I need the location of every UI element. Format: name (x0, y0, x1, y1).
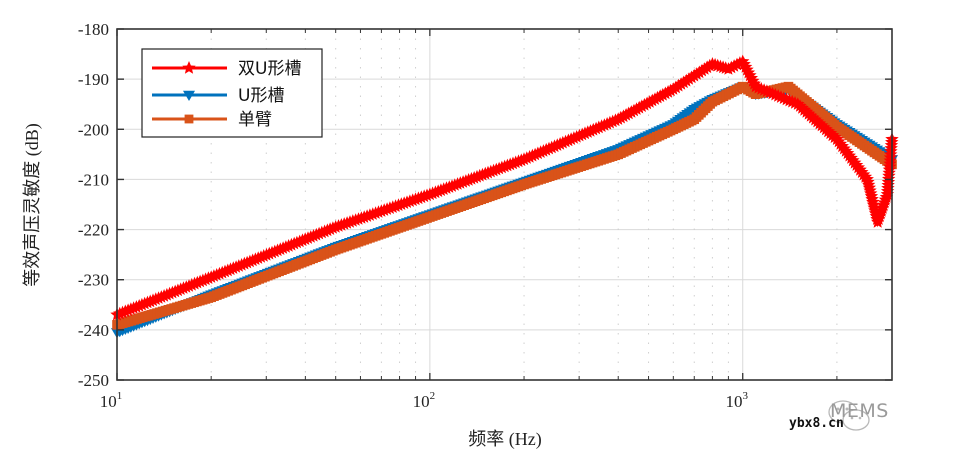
legend-item-double-u: 双U形槽 (152, 59, 301, 79)
star-marker-icon (182, 61, 196, 74)
y-tick-label: -200 (78, 120, 109, 139)
y-tick-label: -210 (78, 170, 109, 189)
data-series (110, 54, 899, 339)
y-tick-label: -190 (78, 70, 109, 89)
legend-box (141, 48, 323, 138)
plot-frame (116, 28, 893, 381)
y-tick-label: -230 (78, 271, 109, 290)
x-tick-label: 102 (413, 390, 436, 411)
y-tick-label: -180 (78, 20, 109, 39)
series-0 (110, 54, 899, 321)
series-2 (112, 81, 897, 330)
triangle-down-marker-icon (183, 90, 195, 101)
y-tick-labels: -180 -190 -200 -210 -220 -230 -240 -250 (78, 20, 109, 390)
wechat-icon (828, 400, 870, 431)
legend-item-u: U形槽 (152, 86, 284, 106)
y-tick-label: -240 (78, 321, 109, 340)
legend-item-single-arm: 单臂 (152, 110, 272, 130)
x-tick-label: 103 (725, 390, 748, 411)
y-tick-label: -220 (78, 221, 109, 240)
y-tick-label: -250 (78, 371, 109, 390)
legend: 双U形槽 U形槽 单臂 (141, 48, 323, 138)
legend-label: 双U形槽 (238, 59, 301, 79)
axis-ticks (116, 28, 893, 381)
square-marker-icon (184, 114, 194, 124)
legend-label: 单臂 (238, 110, 272, 130)
x-tick-label: 101 (100, 390, 123, 411)
legend-label: U形槽 (238, 86, 284, 106)
x-axis-title: 频率 (Hz) (468, 429, 541, 450)
y-axis-title: 等效声压灵敏度 (dB) (22, 123, 43, 287)
watermark-brand: MEMS (830, 400, 889, 422)
x-tick-labels: 101 102 103 (100, 390, 749, 411)
watermark-site: ybx8.cn (789, 416, 844, 431)
